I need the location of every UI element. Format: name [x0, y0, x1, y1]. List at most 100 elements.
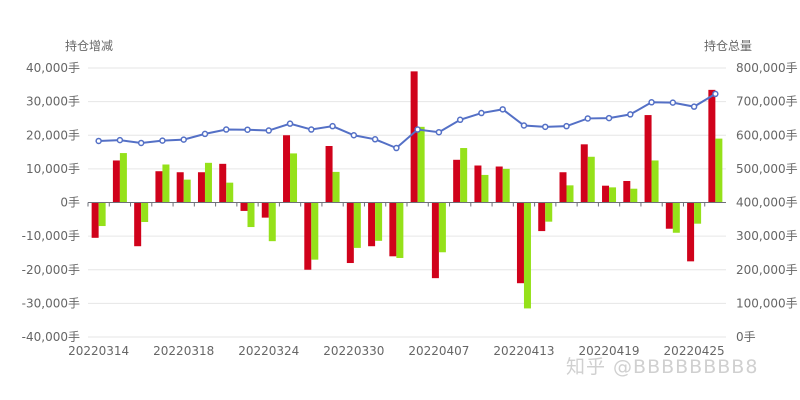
line-point: [371, 136, 379, 143]
bar-series1: [261, 202, 269, 218]
bar-series2: [460, 148, 468, 203]
left-tick-label: 20,000手: [26, 128, 80, 142]
right-tick-label: 500,000手: [736, 162, 798, 176]
bar-series1: [134, 202, 142, 247]
right-tick-label: 200,000手: [736, 263, 798, 277]
x-tick-label: 20220419: [578, 344, 639, 358]
line-point: [137, 139, 145, 147]
line-point: [329, 122, 336, 130]
bar-series2: [141, 202, 149, 223]
line-point: [201, 130, 209, 138]
bar-series2: [204, 162, 212, 203]
x-tick-label: 20220413: [493, 344, 554, 358]
line-point: [308, 126, 315, 133]
left-axis-title: 持仓增减: [65, 38, 113, 53]
line-point: [478, 109, 485, 117]
bar-series1: [644, 115, 652, 203]
bar-series1: [389, 202, 397, 257]
bar-series1: [453, 159, 461, 203]
right-tick-label: 800,000手: [736, 61, 798, 75]
line-point: [393, 144, 400, 152]
bar-series2: [396, 202, 404, 258]
bar-series2: [353, 202, 361, 248]
bar-series2: [226, 182, 234, 203]
bar-series2: [715, 138, 723, 203]
bar-series1: [112, 160, 120, 203]
bar-series1: [538, 202, 546, 232]
line-point: [116, 136, 124, 144]
line-point: [456, 116, 464, 124]
right-axis-title: 持仓总量: [704, 38, 752, 53]
bar-series2: [566, 185, 574, 203]
bar-series2: [523, 202, 531, 309]
bar-series1: [176, 172, 184, 203]
bar-series2: [268, 202, 276, 242]
bar-series1: [283, 135, 291, 203]
line-point: [520, 122, 528, 129]
right-tick-label: 600,000手: [736, 128, 798, 142]
watermark: 知乎 @BBBBBBBB8: [566, 356, 759, 378]
line-point: [435, 128, 443, 136]
bar-series1: [602, 185, 610, 203]
bar-series1: [495, 166, 503, 203]
bar-series2: [417, 126, 425, 203]
x-tick-label: 20220314: [68, 344, 129, 358]
x-tick-label: 20220425: [664, 344, 725, 358]
x-tick-label: 20220330: [323, 344, 384, 358]
bar-series1: [91, 202, 99, 238]
bar-series1: [623, 180, 631, 203]
bar-series1: [325, 146, 333, 203]
right-tick-label: 700,000手: [736, 95, 798, 109]
bar-series2: [247, 202, 255, 228]
bar-series1: [410, 71, 418, 203]
bar-series2: [587, 156, 595, 203]
bar-series1: [219, 163, 227, 203]
bar-series2: [694, 202, 702, 224]
left-tick-label: -10,000手: [22, 229, 80, 243]
x-tick-label: 20220407: [408, 344, 469, 358]
bar-series2: [609, 187, 617, 203]
left-tick-label: 0手: [60, 196, 80, 210]
line-point: [286, 120, 294, 127]
line-point: [95, 137, 102, 145]
bar-series1: [155, 171, 163, 203]
line-point: [180, 136, 187, 143]
bar-series1: [368, 202, 376, 247]
bar-series1: [240, 202, 248, 211]
line-point: [712, 90, 719, 98]
bar-series2: [162, 164, 170, 203]
bar-series2: [290, 153, 298, 203]
bar-series1: [197, 172, 205, 203]
bar-series2: [651, 160, 659, 203]
left-tick-label: 10,000手: [26, 162, 80, 176]
bar-series1: [304, 202, 312, 270]
bar-series1: [559, 172, 567, 203]
bar-series2: [481, 174, 489, 203]
line-point: [690, 103, 698, 110]
right-tick-label: 400,000手: [736, 196, 798, 210]
x-tick-label: 20220324: [238, 344, 299, 358]
line-point: [265, 127, 273, 134]
left-tick-label: 30,000手: [26, 95, 80, 109]
bar-series2: [332, 171, 340, 203]
left-tick-label: 40,000手: [26, 61, 80, 75]
left-tick-label: -40,000手: [22, 330, 80, 344]
line-point: [350, 132, 358, 139]
bar-series1: [346, 202, 354, 264]
line-point: [414, 126, 421, 133]
line-point: [605, 114, 613, 122]
bar-series1: [580, 144, 588, 203]
axes: 40,000手 800,000手 30,000手 700,000手 20,000手 600…: [22, 61, 798, 358]
bar-series2: [183, 179, 191, 203]
bars: [91, 71, 723, 309]
bar-series2: [98, 202, 106, 227]
right-tick-label: 100,000手: [736, 296, 798, 310]
bar-series2: [311, 202, 319, 260]
bar-series2: [119, 153, 127, 203]
right-tick-label: 300,000手: [736, 229, 798, 243]
bar-series1: [665, 202, 673, 229]
bar-series2: [630, 188, 638, 203]
line-series: [98, 93, 716, 150]
bar-series1: [431, 202, 439, 279]
